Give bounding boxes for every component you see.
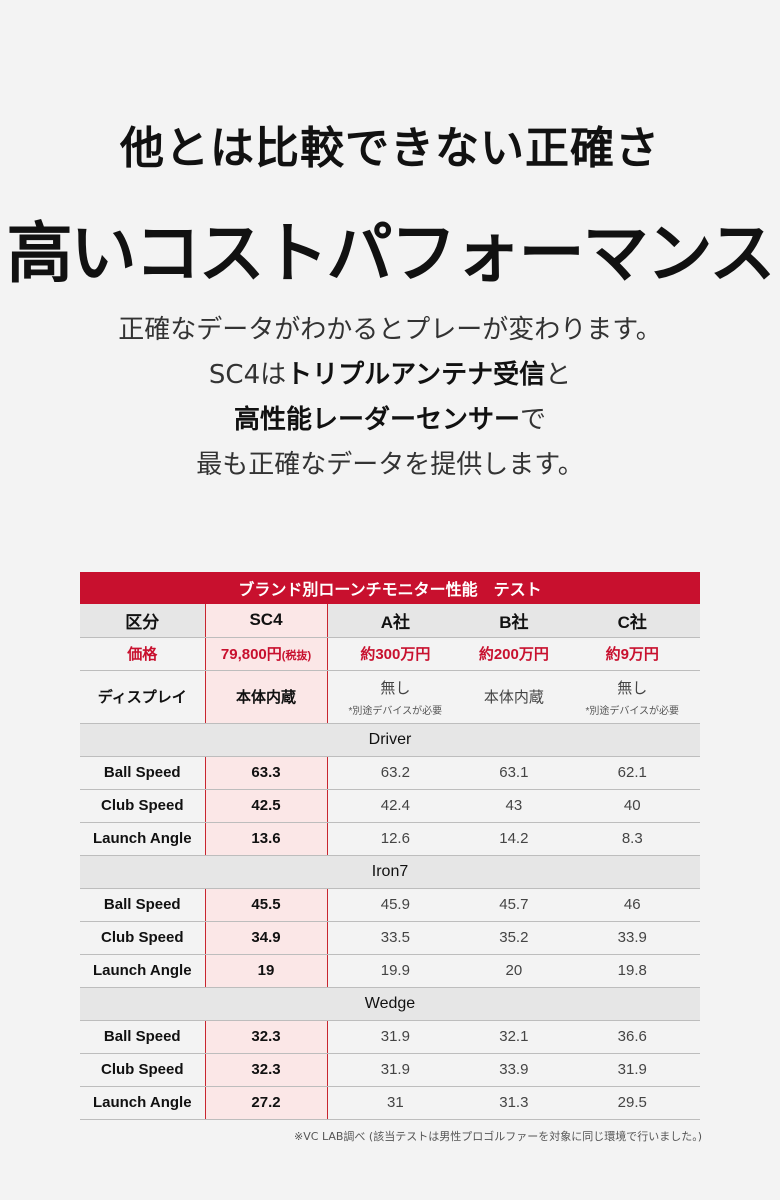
display-label: ディスプレイ bbox=[80, 670, 205, 724]
competitor-value: 31.9 bbox=[327, 1020, 464, 1054]
display-note: *別途デバイスが必要 bbox=[585, 705, 680, 717]
metric-label: Launch Angle bbox=[80, 954, 205, 988]
col-header: C社 bbox=[564, 604, 700, 638]
table-row: Club Speed 32.3 31.9 33.9 31.9 bbox=[80, 1053, 700, 1087]
headline: 他とは比較できない正確さ bbox=[120, 123, 660, 174]
competitor-value: 43 bbox=[463, 789, 565, 823]
competitor-value: 33.9 bbox=[463, 1053, 565, 1087]
desc-text: と bbox=[545, 360, 572, 390]
comparison-table: ブランド別ローンチモニター性能 テスト 区分 SC4 A社 B社 C社 価格 7… bbox=[80, 572, 700, 1120]
competitor-value: 63.2 bbox=[327, 756, 464, 790]
desc-emphasis: トリプルアンテナ受信 bbox=[286, 360, 546, 390]
section-title: Driver bbox=[80, 723, 700, 757]
display-sc4: 本体内蔵 bbox=[204, 670, 328, 724]
metric-label: Ball Speed bbox=[80, 756, 205, 790]
price-c: 約9万円 bbox=[564, 637, 700, 671]
metric-label: Ball Speed bbox=[80, 888, 205, 922]
competitor-value: 19.9 bbox=[327, 954, 464, 988]
section-row: Wedge bbox=[80, 987, 700, 1021]
section-row: Iron7 bbox=[80, 855, 700, 889]
sc4-value: 42.5 bbox=[204, 789, 328, 823]
display-c: 無し *別途デバイスが必要 bbox=[564, 670, 700, 724]
competitor-value: 29.5 bbox=[564, 1086, 700, 1120]
sc4-value: 32.3 bbox=[204, 1053, 328, 1087]
footnote: ※VC LAB調べ (該当テストは男性プロゴルファーを対象に同じ環境で行いました… bbox=[294, 1130, 702, 1143]
competitor-value: 8.3 bbox=[564, 822, 700, 856]
competitor-value: 45.9 bbox=[327, 888, 464, 922]
desc-line: SC4はトリプルアンテナ受信と bbox=[0, 353, 780, 398]
display-b: 本体内蔵 bbox=[463, 670, 565, 724]
desc-line: 最も正確なデータを提供します。 bbox=[196, 450, 584, 480]
display-value: 無し bbox=[617, 679, 648, 697]
desc-emphasis: 高性能レーダーセンサー bbox=[233, 405, 520, 435]
table-row: Launch Angle 19 19.9 20 19.8 bbox=[80, 954, 700, 988]
competitor-value: 46 bbox=[564, 888, 700, 922]
metric-label: Club Speed bbox=[80, 1053, 205, 1087]
competitor-value: 31 bbox=[327, 1086, 464, 1120]
metric-label: Club Speed bbox=[80, 921, 205, 955]
display-a: 無し *別途デバイスが必要 bbox=[327, 670, 464, 724]
headline-main: 高いコストパフォーマンス bbox=[6, 215, 776, 292]
sc4-value: 34.9 bbox=[204, 921, 328, 955]
competitor-value: 31.9 bbox=[327, 1053, 464, 1087]
sc4-value: 13.6 bbox=[204, 822, 328, 856]
table-row: Ball Speed 32.3 31.9 32.1 36.6 bbox=[80, 1020, 700, 1054]
price-label: 価格 bbox=[80, 637, 205, 671]
col-header: A社 bbox=[327, 604, 464, 638]
metric-label: Club Speed bbox=[80, 789, 205, 823]
table-row: Club Speed 34.9 33.5 35.2 33.9 bbox=[80, 921, 700, 955]
col-header: B社 bbox=[463, 604, 565, 638]
table-row: Launch Angle 27.2 31 31.3 29.5 bbox=[80, 1086, 700, 1120]
metric-label: Launch Angle bbox=[80, 1086, 205, 1120]
competitor-value: 12.6 bbox=[327, 822, 464, 856]
desc-text: で bbox=[520, 405, 547, 435]
section-title: Wedge bbox=[80, 987, 700, 1021]
desc-text: SC4は bbox=[208, 360, 287, 390]
description: 正確なデータがわかるとプレーが変わります。 SC4はトリプルアンテナ受信と 高性… bbox=[0, 308, 780, 488]
metric-label: Ball Speed bbox=[80, 1020, 205, 1054]
price-note: (税抜) bbox=[281, 650, 312, 662]
price-sc4: 79,800円(税抜) bbox=[204, 637, 328, 671]
desc-line: 高性能レーダーセンサーで bbox=[0, 398, 780, 443]
table-row: Club Speed 42.5 42.4 43 40 bbox=[80, 789, 700, 823]
sc4-value: 32.3 bbox=[204, 1020, 328, 1054]
metric-label: Launch Angle bbox=[80, 822, 205, 856]
table-title: ブランド別ローンチモニター性能 テスト bbox=[80, 572, 700, 604]
competitor-value: 20 bbox=[463, 954, 565, 988]
competitor-value: 42.4 bbox=[327, 789, 464, 823]
competitor-value: 63.1 bbox=[463, 756, 565, 790]
competitor-value: 14.2 bbox=[463, 822, 565, 856]
competitor-value: 36.6 bbox=[564, 1020, 700, 1054]
table-row: Launch Angle 13.6 12.6 14.2 8.3 bbox=[80, 822, 700, 856]
col-header: 区分 bbox=[80, 604, 205, 638]
price-a: 約300万円 bbox=[327, 637, 464, 671]
display-note: *別途デバイスが必要 bbox=[348, 705, 443, 717]
competitor-value: 33.5 bbox=[327, 921, 464, 955]
price-row: 価格 79,800円(税抜) 約300万円 約200万円 約9万円 bbox=[80, 637, 700, 671]
sc4-value: 63.3 bbox=[204, 756, 328, 790]
competitor-value: 62.1 bbox=[564, 756, 700, 790]
col-header-sc4: SC4 bbox=[204, 604, 328, 638]
display-value: 無し bbox=[380, 679, 411, 697]
desc-line: 正確なデータがわかるとプレーが変わります。 bbox=[118, 315, 662, 345]
competitor-value: 31.3 bbox=[463, 1086, 565, 1120]
competitor-value: 45.7 bbox=[463, 888, 565, 922]
competitor-value: 32.1 bbox=[463, 1020, 565, 1054]
section-title: Iron7 bbox=[80, 855, 700, 889]
section-row: Driver bbox=[80, 723, 700, 757]
header-row: 区分 SC4 A社 B社 C社 bbox=[80, 604, 700, 638]
sc4-value: 27.2 bbox=[204, 1086, 328, 1120]
sc4-value: 19 bbox=[204, 954, 328, 988]
competitor-value: 31.9 bbox=[564, 1053, 700, 1087]
competitor-value: 19.8 bbox=[564, 954, 700, 988]
competitor-value: 33.9 bbox=[564, 921, 700, 955]
table-row: Ball Speed 63.3 63.2 63.1 62.1 bbox=[80, 756, 700, 790]
competitor-value: 40 bbox=[564, 789, 700, 823]
price-value: 79,800円 bbox=[220, 646, 282, 663]
table-row: Ball Speed 45.5 45.9 45.7 46 bbox=[80, 888, 700, 922]
competitor-value: 35.2 bbox=[463, 921, 565, 955]
price-b: 約200万円 bbox=[463, 637, 565, 671]
sc4-value: 45.5 bbox=[204, 888, 328, 922]
display-row: ディスプレイ 本体内蔵 無し *別途デバイスが必要 本体内蔵 無し *別途デバイスが… bbox=[80, 670, 700, 724]
